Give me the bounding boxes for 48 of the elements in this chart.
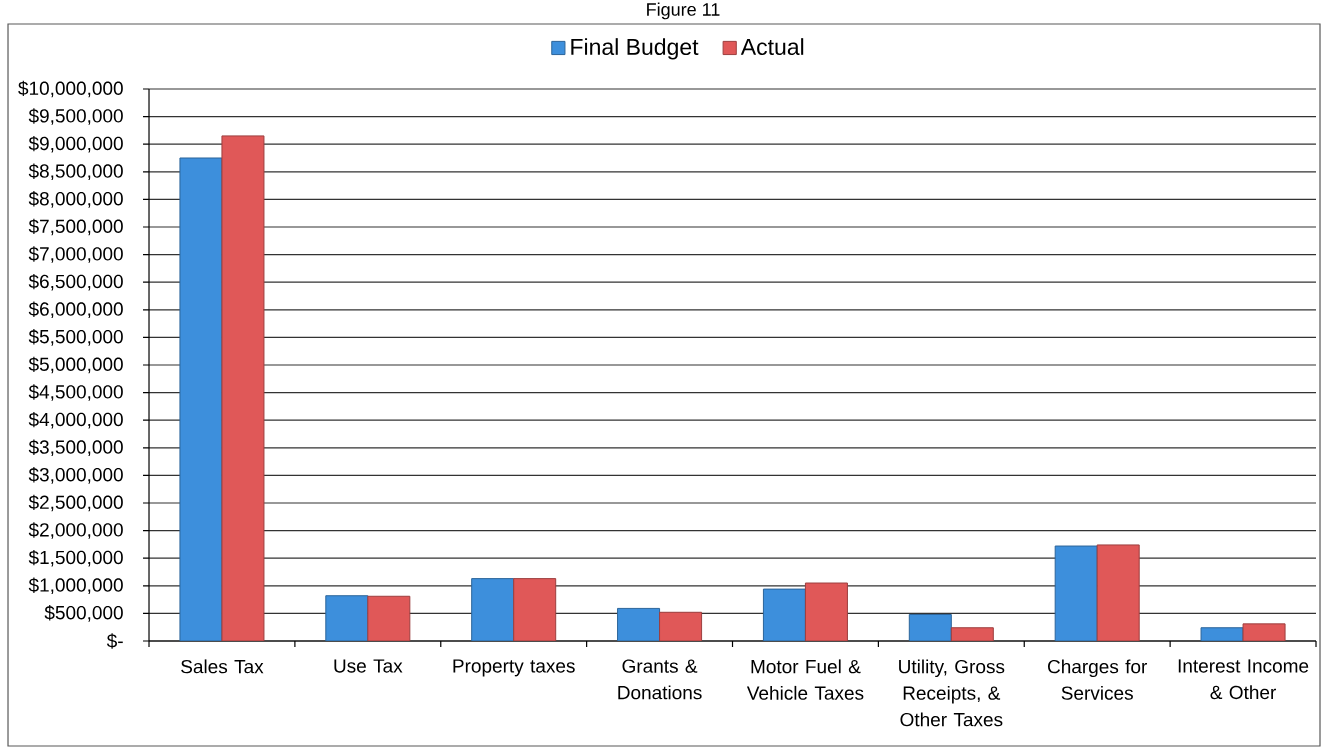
bar (179, 157, 223, 641)
y-tick-label: $4,000,000 (28, 411, 123, 429)
x-tick-label: Motor Fuel & Vehicle Taxes (746, 659, 864, 700)
y-tick-label: $1,000,000 (28, 577, 123, 595)
y-tick-label: $5,000,000 (28, 356, 123, 374)
legend-label: Final Budget (571, 38, 699, 60)
bar (659, 611, 703, 641)
y-tick-label: $3,500,000 (28, 439, 123, 457)
bar (471, 578, 515, 641)
y-tick-label: $9,000,000 (28, 135, 123, 153)
bar (325, 595, 369, 641)
y-tick-label: $9,500,000 (28, 108, 123, 125)
x-tick-label: Sales Tax (181, 659, 264, 674)
y-tick-label: $7,500,000 (28, 218, 123, 236)
bar (1096, 544, 1140, 641)
y-tick-label: $7,000,000 (28, 246, 123, 263)
y-tick-label: $8,500,000 (28, 163, 123, 181)
bar (513, 578, 557, 641)
y-tick-label: $6,000,000 (28, 301, 123, 319)
legend-label: Actual (740, 38, 804, 56)
y-tick-label: $5,500,000 (28, 329, 123, 346)
y-tick-label: $4,500,000 (28, 384, 123, 401)
y-tick-label: $8,000,000 (28, 191, 123, 208)
y-tick-label: $2,500,000 (28, 494, 123, 512)
bar (1054, 545, 1098, 641)
y-tick-label: $2,000,000 (28, 522, 123, 539)
y-tick-label: $6,500,000 (28, 273, 123, 291)
x-tick-label: Charges for Services (1048, 659, 1148, 700)
y-tick-label: $3,000,000 (28, 467, 123, 484)
bar (617, 607, 661, 641)
chart-title: Figure 11 (647, 2, 720, 20)
bar (1242, 623, 1286, 641)
bar (908, 613, 952, 641)
bar (950, 627, 994, 641)
y-tick-label: $10,000,000 (18, 80, 123, 98)
bar (804, 582, 848, 641)
bar (762, 588, 806, 641)
x-tick-label: Grants & Donations (618, 659, 702, 700)
x-tick-label: Property taxes (453, 659, 575, 677)
x-tick-label: Interest Income & Other (1178, 659, 1309, 700)
y-tick-label: $500,000 (44, 605, 123, 622)
y-tick-label: $- (106, 633, 123, 649)
bar (1200, 627, 1244, 641)
x-tick-label: Utility, Gross Receipts, & Other Taxes (899, 659, 1005, 727)
y-tick-label: $1,500,000 (28, 549, 123, 567)
bar (221, 135, 265, 641)
bar (367, 595, 411, 641)
x-tick-label: Use Tax (334, 659, 403, 673)
